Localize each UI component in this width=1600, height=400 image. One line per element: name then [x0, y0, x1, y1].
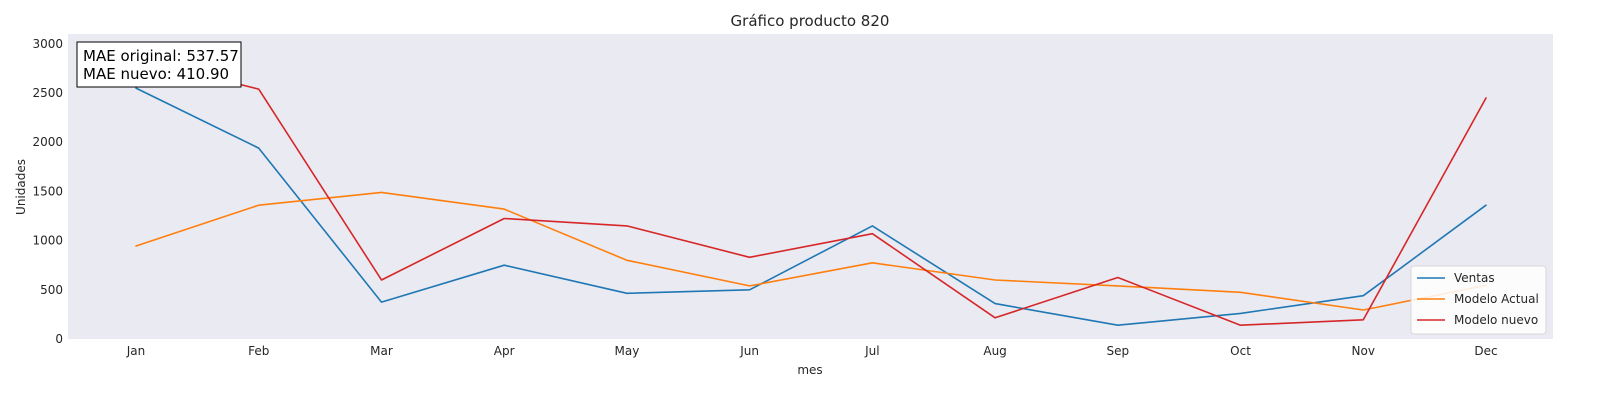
y-tick-label: 3000 — [32, 37, 63, 51]
x-tick-label: Nov — [1352, 344, 1375, 358]
x-axis-label: mes — [797, 363, 822, 377]
y-tick-label: 1500 — [32, 184, 63, 198]
x-tick-label: Jan — [126, 344, 146, 358]
y-tick-label: 0 — [55, 332, 63, 346]
x-tick-label: Feb — [248, 344, 269, 358]
x-tick-label: Jul — [864, 344, 879, 358]
mae-annotation: MAE original: 537.57 MAE nuevo: 410.90 — [76, 41, 242, 88]
x-tick-label: Dec — [1474, 344, 1497, 358]
plot-area — [68, 34, 1553, 339]
x-tick-label: Aug — [983, 344, 1006, 358]
chart-title: Gráfico producto 820 — [731, 12, 890, 30]
legend-label: Ventas — [1454, 271, 1495, 285]
annotation-box — [76, 41, 242, 88]
legend-label: Modelo Actual — [1454, 292, 1539, 306]
x-tick-label: Jun — [739, 344, 759, 358]
series-lines — [135, 57, 1487, 327]
x-tick-label: May — [615, 344, 640, 358]
series-line-modelo-nuevo — [135, 57, 1487, 327]
y-tick-label: 2500 — [32, 86, 63, 100]
y-tick-labels: 0 500 1000 1500 2000 2500 3000 — [32, 37, 63, 346]
legend-label: Modelo nuevo — [1454, 313, 1538, 327]
x-tick-label: Sep — [1107, 344, 1130, 358]
y-tick-label: 2000 — [32, 135, 63, 149]
x-tick-label: Apr — [494, 344, 515, 358]
x-tick-label: Mar — [370, 344, 393, 358]
series-line-modelo-actual — [135, 191, 1487, 311]
series-line-ventas — [135, 87, 1487, 327]
y-tick-label: 500 — [40, 283, 63, 297]
legend: Ventas Modelo Actual Modelo nuevo — [1410, 265, 1547, 335]
y-axis-label: Unidades — [14, 159, 28, 215]
y-tick-label: 1000 — [32, 234, 63, 248]
x-tick-labels: Jan Feb Mar Apr May Jun Jul Aug Sep Oct Nov Dec — [126, 344, 1498, 358]
annotation-line-1: MAE original: 537.57 — [83, 47, 239, 65]
x-tick-label: Oct — [1230, 344, 1251, 358]
legend-box — [1410, 265, 1547, 335]
annotation-line-2: MAE nuevo: 410.90 — [83, 65, 229, 83]
